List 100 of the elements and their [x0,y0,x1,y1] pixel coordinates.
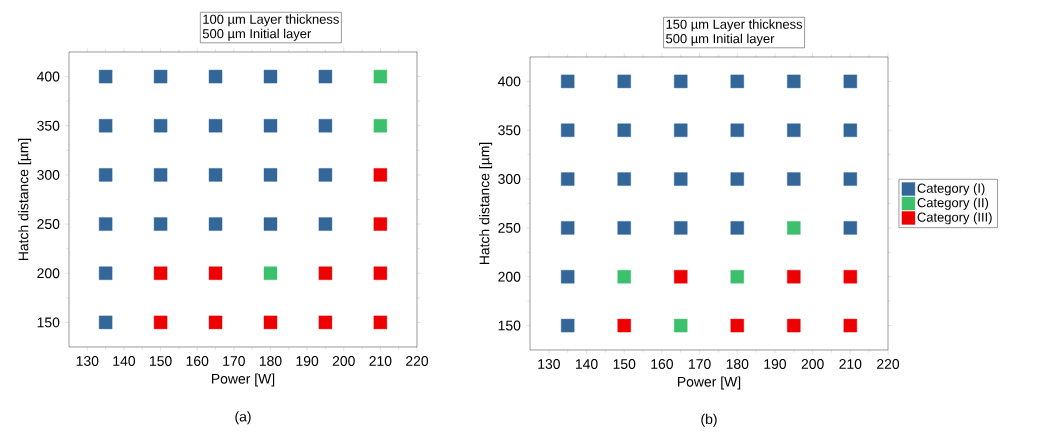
point [561,123,575,137]
point [787,172,801,186]
y-tick-label: 150 [37,317,60,328]
point [843,172,858,186]
y-axis-title: Hatch distance [µm] [479,142,493,265]
point [98,315,113,330]
x-tick-label: 130 [76,356,99,366]
point [617,221,631,235]
x-tick-label: 160 [186,356,209,366]
point [674,172,688,186]
point [263,266,278,280]
x-tick-label: 190 [296,356,319,366]
x-axis-title: Power [W] [677,376,741,390]
point [208,168,223,182]
point [318,315,333,330]
point [98,266,113,280]
y-tick-label: 350 [498,125,521,136]
x-tick-label: 130 [538,359,560,369]
point [674,123,688,137]
point [787,318,801,333]
point [208,119,223,133]
y-tick-label: 300 [498,174,521,185]
point [318,119,333,133]
point [208,217,223,231]
x-tick-label: 200 [801,359,824,369]
x-tick-label: 220 [406,356,429,366]
point [373,119,388,133]
point [153,69,168,84]
legend-label: Category (I) [917,183,985,196]
point [373,69,388,84]
point [208,315,223,330]
point [730,318,744,333]
y-tick-label: 200 [37,268,60,279]
point [787,74,801,89]
y-tick-label: 150 [498,320,521,331]
point [318,266,333,280]
point [153,266,168,280]
point [730,74,744,89]
x-tick-label: 210 [369,356,392,366]
text: (b) [701,413,717,427]
x-tick-label: 150 [613,359,636,369]
point [561,221,575,235]
point [843,123,858,137]
point [843,318,858,333]
y-tick-label: 200 [498,271,521,282]
x-tick-label: 180 [726,359,749,369]
point [263,168,278,182]
point [674,221,688,235]
point [561,74,575,89]
point [263,69,278,84]
y-tick-label: 250 [37,219,60,230]
x-tick-label: 200 [332,356,355,366]
point [730,172,744,186]
y-tick-label: 350 [37,120,60,131]
point [617,270,631,284]
chart-subtitle: 500 µm Initial layer [202,28,312,41]
chart-title: 150 µm Layer thickness [666,19,803,32]
x-tick-label: 140 [575,359,598,369]
legend-label: Category (III) [917,212,992,225]
point [730,221,744,235]
point [674,74,688,89]
y-tick-label: 300 [37,169,60,180]
point [674,270,688,284]
point [318,217,333,231]
y-tick-label: 400 [36,71,60,82]
y-tick-label: 250 [498,222,521,233]
x-tick-label: 140 [113,356,136,366]
text: (a) [235,411,251,425]
point [263,119,278,133]
point [617,74,631,89]
point [373,217,388,231]
point [373,266,388,280]
x-axis-title: Power [W] [211,373,275,387]
point [98,69,113,84]
point [787,221,801,235]
point [561,270,575,284]
point [373,168,388,182]
point [318,69,333,84]
point [843,221,858,235]
y-tick-label: 400 [497,76,521,87]
point [617,172,631,186]
point [730,270,744,284]
point [153,119,168,133]
point [98,168,113,182]
point [98,217,113,231]
x-tick-label: 160 [651,359,673,369]
point [843,74,858,89]
point [561,318,575,333]
x-tick-label: 190 [764,359,787,369]
x-tick-label: 170 [689,359,711,369]
point [787,270,801,284]
point [263,217,278,231]
point [561,172,575,186]
point [208,69,223,84]
point [208,266,223,280]
point [617,318,631,333]
point [617,123,631,137]
point [318,168,333,182]
x-tick-label: 220 [877,359,900,369]
point [787,123,801,137]
